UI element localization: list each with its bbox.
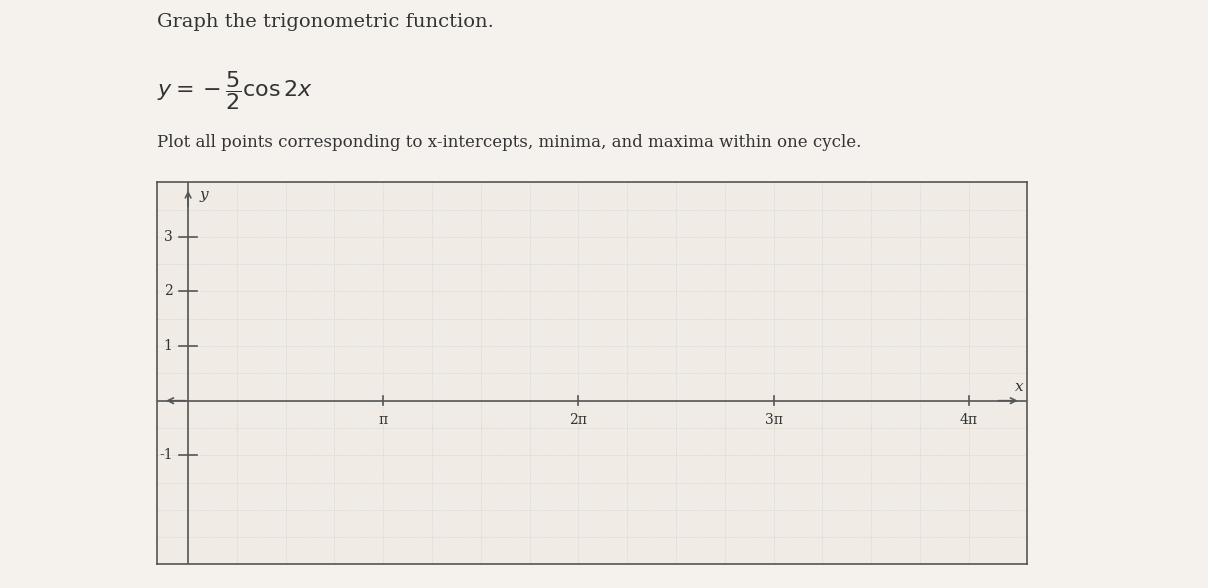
- Text: 4π: 4π: [960, 413, 977, 427]
- Text: $y=-\dfrac{5}{2}\cos 2x$: $y=-\dfrac{5}{2}\cos 2x$: [157, 69, 313, 112]
- Text: 3: 3: [164, 230, 173, 244]
- Text: 1: 1: [164, 339, 173, 353]
- Text: π: π: [379, 413, 388, 427]
- Text: Graph the trigonometric function.: Graph the trigonometric function.: [157, 13, 494, 31]
- Text: -1: -1: [159, 448, 173, 462]
- Text: Plot all points corresponding to x-intercepts, minima, and maxima within one cyc: Plot all points corresponding to x-inter…: [157, 135, 861, 152]
- Text: 3π: 3π: [765, 413, 783, 427]
- Text: x: x: [1015, 380, 1023, 394]
- Text: y: y: [199, 188, 208, 202]
- Text: 2π: 2π: [569, 413, 587, 427]
- Text: 2: 2: [164, 285, 173, 299]
